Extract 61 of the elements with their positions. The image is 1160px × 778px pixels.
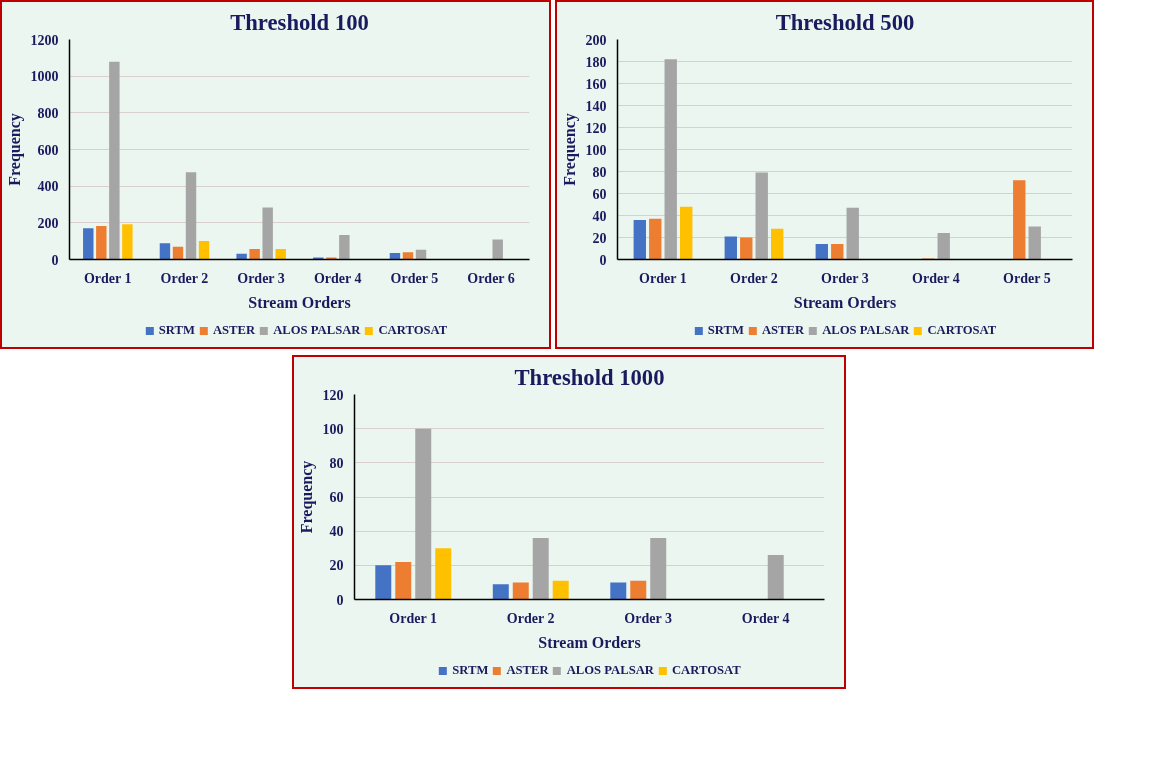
x-tick-label: Order 3 — [237, 270, 285, 286]
x-axis-title: Stream Orders — [793, 293, 897, 311]
y-tick-label: 60 — [592, 186, 607, 202]
x-tick-label: Order 4 — [313, 270, 362, 286]
x-tick-label: Order 2 — [730, 270, 778, 286]
y-tick-label: 200 — [585, 32, 607, 48]
legend-label: ASTER — [212, 322, 256, 338]
chart-title: Threshold 100 — [230, 9, 369, 35]
y-tick-label: 40 — [329, 524, 344, 540]
y-tick-label: 200 — [37, 215, 59, 231]
y-tick-label: 60 — [329, 490, 344, 505]
legend-label: CARTOSAT — [378, 322, 448, 338]
y-axis-title: Frequency — [297, 460, 316, 534]
legend-label: CARTOSAT — [671, 662, 741, 678]
x-tick-label: Order 3 — [821, 270, 869, 286]
y-tick-label: 400 — [37, 179, 59, 195]
x-tick-label: Order 6 — [467, 270, 515, 286]
y-tick-label: 160 — [585, 76, 607, 92]
y-axis-title: Frequency — [560, 113, 579, 186]
legend-label: CARTOSAT — [927, 322, 997, 338]
y-tick-label: 600 — [37, 142, 59, 158]
y-tick-label: 140 — [585, 98, 607, 114]
x-tick-label: Order 2 — [506, 610, 555, 626]
legend-label: ASTER — [761, 322, 805, 338]
y-tick-label: 120 — [322, 387, 344, 403]
x-tick-label: Order 1 — [639, 270, 687, 286]
x-tick-label: Order 1 — [389, 610, 437, 626]
y-tick-label: 800 — [37, 105, 59, 121]
x-tick-label: Order 3 — [624, 610, 672, 626]
y-tick-label: 80 — [592, 164, 607, 180]
x-tick-label: Order 4 — [912, 270, 960, 286]
legend-label: ASTER — [506, 662, 549, 678]
legend-label: SRTM — [158, 322, 195, 338]
y-tick-label: 100 — [585, 142, 607, 158]
x-axis-title: Stream Orders — [538, 633, 641, 651]
x-tick-label: Order 1 — [83, 270, 132, 286]
y-axis-title: Frequency — [5, 113, 24, 186]
legend-label: SRTM — [452, 662, 489, 678]
legend-label: ALOS PALSAR — [822, 322, 910, 338]
y-tick-label: 0 — [599, 252, 607, 268]
x-tick-label: Order 2 — [160, 270, 209, 286]
y-tick-label: 1200 — [30, 32, 59, 48]
legend-label: SRTM — [707, 322, 744, 338]
x-tick-label: Order 4 — [741, 610, 790, 626]
y-tick-label: 100 — [322, 421, 344, 437]
y-tick-label: 0 — [51, 252, 59, 268]
chart-title: Threshold 500 — [775, 9, 915, 35]
y-tick-label: 20 — [329, 558, 344, 574]
x-axis-title: Stream Orders — [248, 293, 351, 311]
y-tick-label: 40 — [592, 208, 607, 224]
y-tick-label: 1000 — [30, 69, 59, 85]
y-tick-label: 120 — [585, 120, 607, 136]
y-tick-label: 20 — [592, 230, 607, 246]
x-tick-label: Order 5 — [390, 270, 439, 286]
x-tick-label: Order 5 — [1003, 270, 1051, 286]
y-tick-label: 180 — [585, 54, 607, 70]
y-tick-label: 0 — [336, 592, 344, 608]
legend-label: ALOS PALSAR — [273, 322, 361, 338]
legend-label: ALOS PALSAR — [566, 662, 654, 678]
chart-title: Threshold 1000 — [514, 364, 665, 390]
y-tick-label: 80 — [329, 455, 344, 471]
